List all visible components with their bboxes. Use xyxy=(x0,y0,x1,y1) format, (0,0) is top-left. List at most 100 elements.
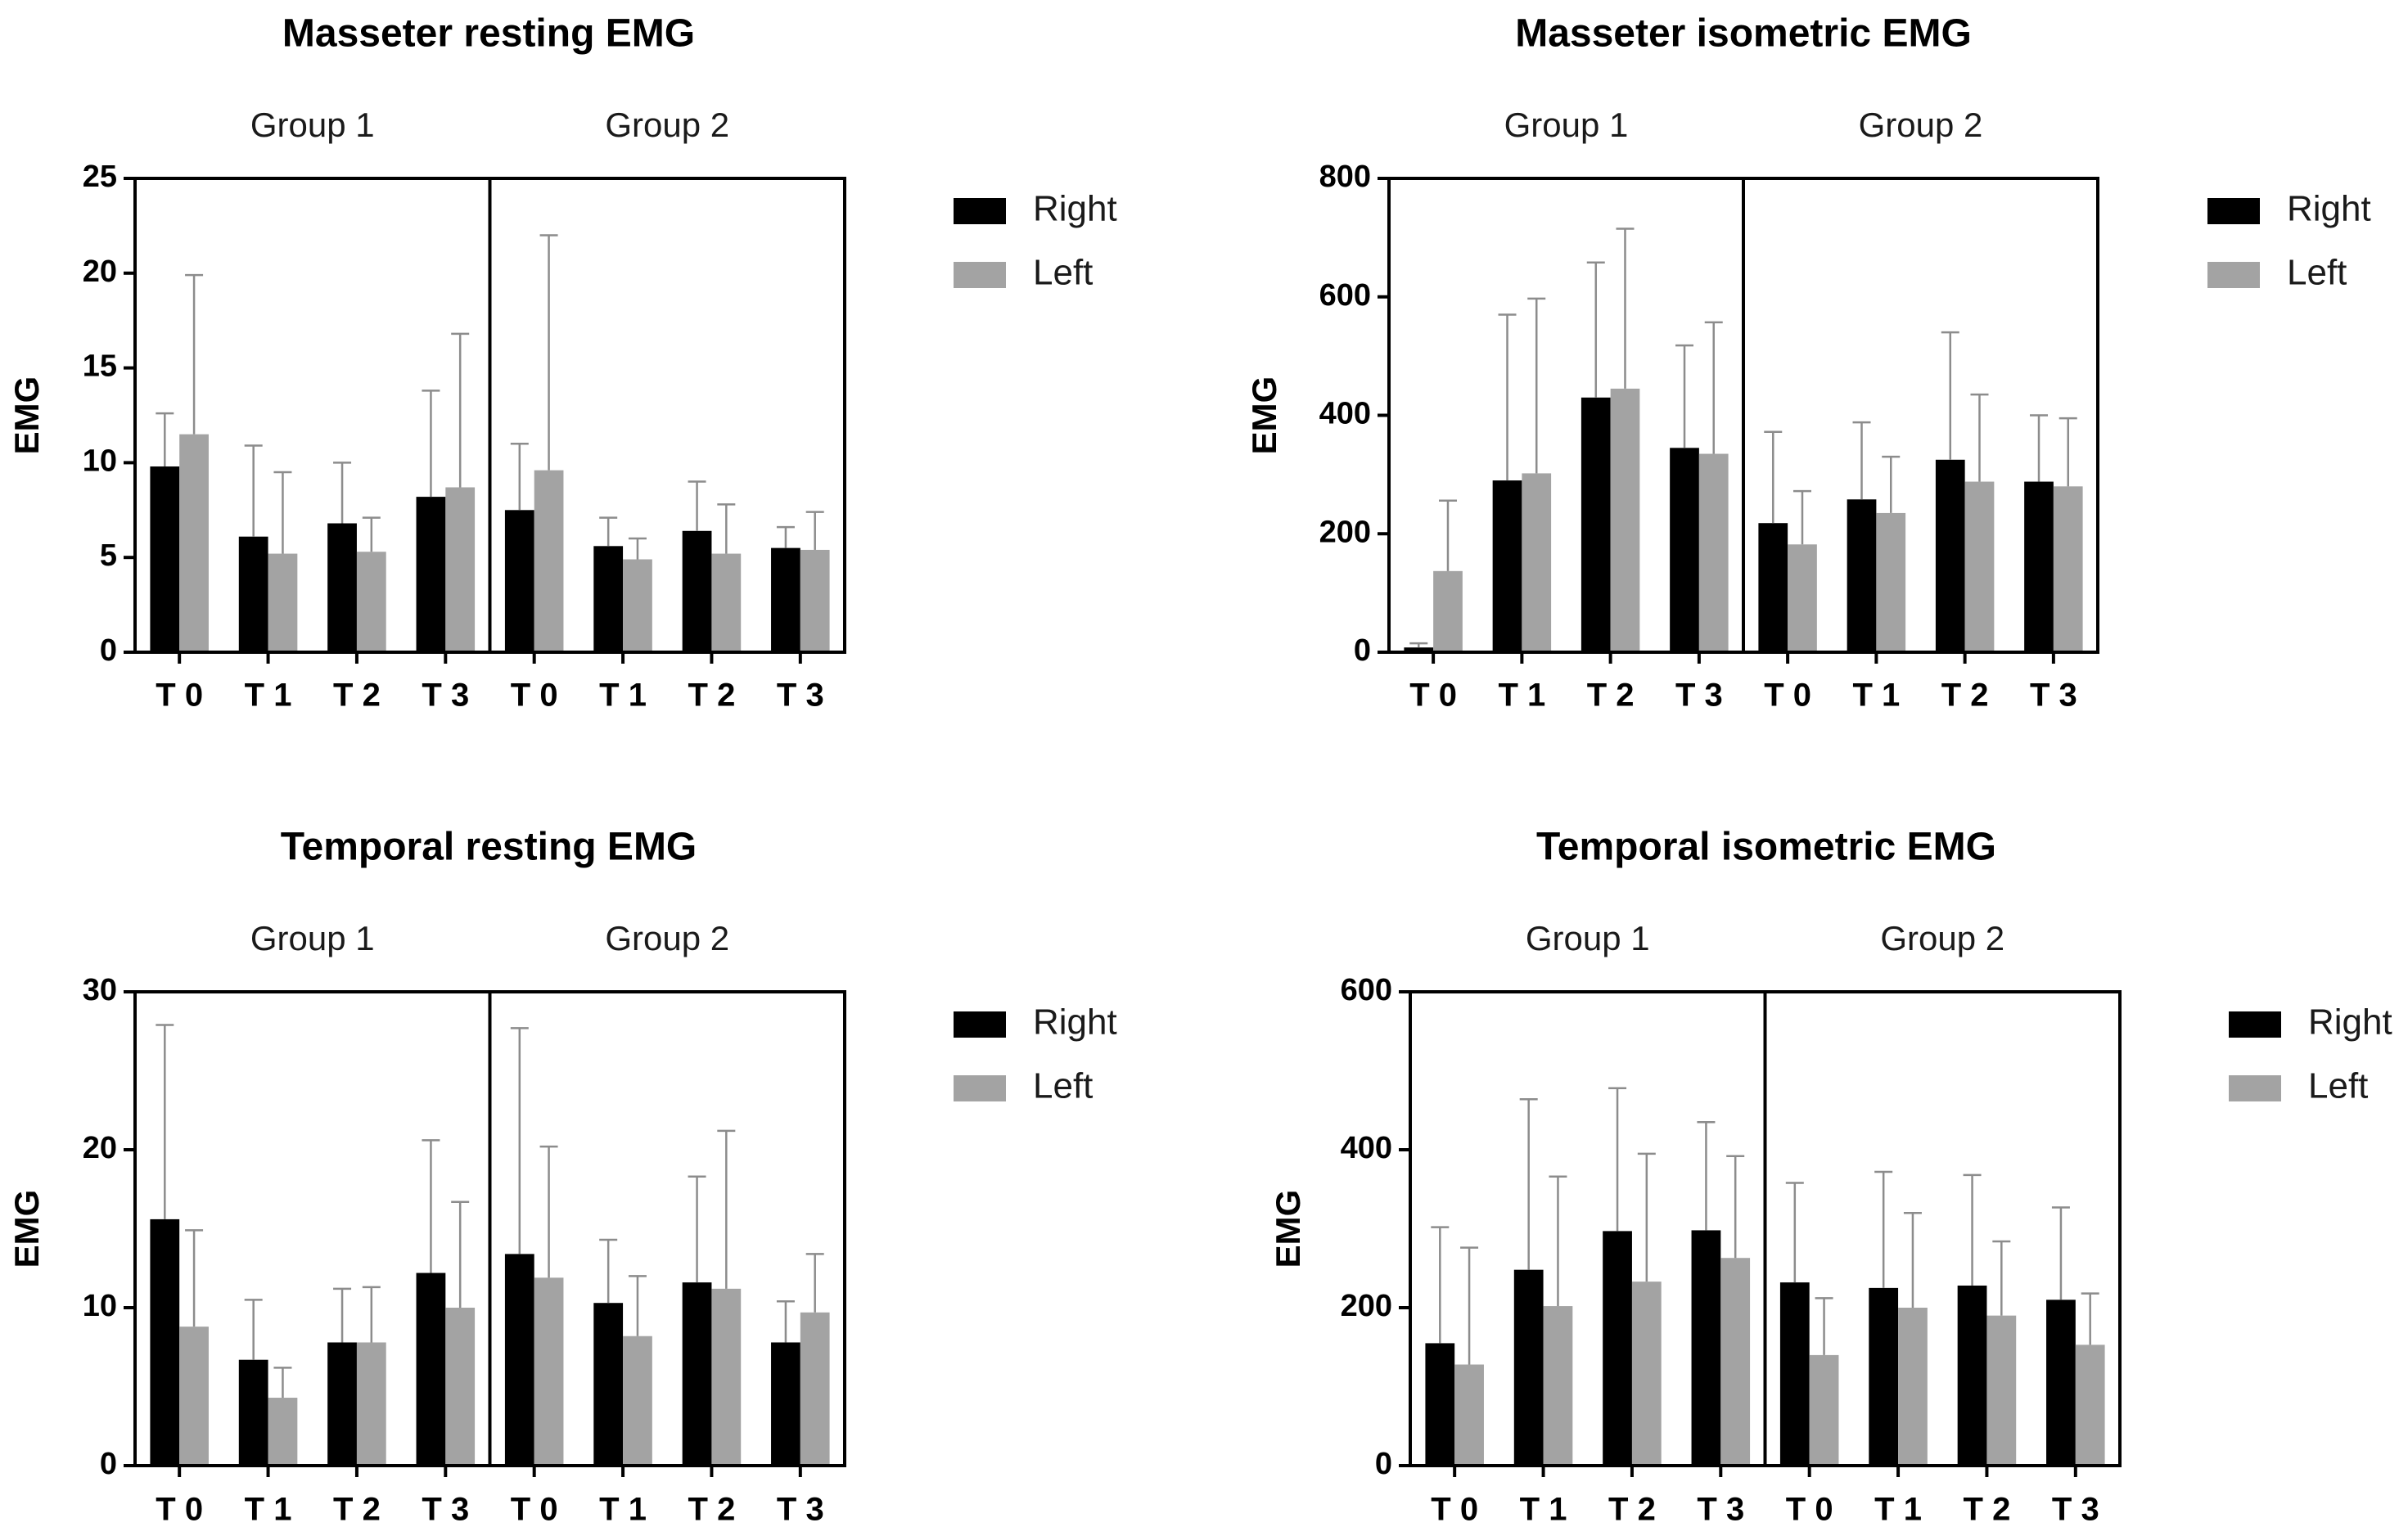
chart-panel: Temporal resting EMG Group 1 Group 2 0 10 20 3… xyxy=(7,826,1117,1528)
bar-right xyxy=(1779,1282,1810,1466)
y-axis-title: EMG xyxy=(1245,376,1283,455)
legend-label-right: Right xyxy=(1033,189,1117,229)
y-tick-label: 20 xyxy=(83,1131,117,1165)
bar-right xyxy=(682,1282,712,1466)
x-tick-label: T 2 xyxy=(1941,678,1989,714)
group-label: Group 2 xyxy=(1859,106,1983,144)
x-tick-label: T 2 xyxy=(333,1492,381,1528)
y-tick-label: 5 xyxy=(100,538,117,573)
bar-right xyxy=(771,1342,800,1466)
legend-label-left: Left xyxy=(1033,253,1093,293)
legend-label-right: Right xyxy=(1033,1002,1117,1043)
legend-label-left: Left xyxy=(2287,253,2347,293)
y-tick-label: 0 xyxy=(100,1447,117,1481)
bar-left xyxy=(1788,544,1817,652)
bar-right xyxy=(327,1342,357,1466)
y-tick-label: 15 xyxy=(83,349,117,384)
bar-right xyxy=(2024,481,2054,652)
x-tick-label: T 0 xyxy=(1764,678,1811,714)
x-tick-label: T 1 xyxy=(599,1492,647,1528)
group-label: Group 2 xyxy=(605,919,729,957)
y-tick-label: 600 xyxy=(1341,973,1392,1007)
chart-title: Temporal resting EMG xyxy=(281,826,697,869)
group-label: Group 1 xyxy=(1504,106,1629,144)
legend-swatch-right xyxy=(2229,1011,2281,1038)
legend-label-right: Right xyxy=(2287,189,2371,229)
bar-left xyxy=(1433,570,1463,652)
bar-right xyxy=(1691,1230,1721,1466)
x-tick-label: T 1 xyxy=(1520,1492,1567,1528)
bar-left xyxy=(1698,453,1729,652)
chart-title: Masseter isometric EMG xyxy=(1515,12,1972,56)
bar-left xyxy=(179,434,209,652)
bar-left xyxy=(356,552,386,652)
bar-right xyxy=(327,523,357,652)
bar-right xyxy=(1758,523,1788,652)
bar-left xyxy=(711,1288,742,1466)
bar-left xyxy=(534,470,564,652)
bar-right xyxy=(1869,1287,1899,1466)
bar-left xyxy=(1543,1306,1573,1466)
legend-label-right: Right xyxy=(2308,1002,2392,1043)
bar-left xyxy=(2053,486,2083,652)
bar-left xyxy=(179,1327,209,1466)
chart-title: Masseter resting EMG xyxy=(282,12,695,56)
bar-right xyxy=(1492,480,1522,652)
x-tick-label: T 1 xyxy=(599,678,647,714)
x-tick-label: T 0 xyxy=(1431,1492,1478,1528)
x-tick-label: T 0 xyxy=(511,678,558,714)
legend-swatch-left xyxy=(954,1075,1006,1101)
group-label: Group 1 xyxy=(250,106,375,144)
chart-panel: Temporal isometric EMG Group 1 Group 2 0 200… xyxy=(1269,826,2392,1528)
bar-right xyxy=(150,1218,180,1466)
y-tick-label: 0 xyxy=(1354,633,1371,668)
bar-left xyxy=(1809,1354,1839,1466)
y-tick-label: 800 xyxy=(1319,160,1371,194)
bar-left xyxy=(2075,1345,2105,1466)
x-tick-label: T 2 xyxy=(1608,1492,1656,1528)
bar-right xyxy=(1935,459,1965,652)
bar-right xyxy=(238,536,268,652)
bar-left xyxy=(1454,1364,1484,1466)
x-tick-label: T 3 xyxy=(2030,678,2077,714)
x-tick-label: T 0 xyxy=(1786,1492,1833,1528)
group-label: Group 2 xyxy=(605,106,729,144)
bar-left xyxy=(800,1312,830,1466)
bar-left xyxy=(1631,1282,1662,1466)
x-tick-label: T 3 xyxy=(777,678,824,714)
legend-label-left: Left xyxy=(1033,1066,1093,1106)
bar-right xyxy=(504,510,534,652)
bar-right xyxy=(1957,1285,1987,1466)
bar-left xyxy=(1898,1308,1928,1466)
x-tick-label: T 1 xyxy=(245,1492,292,1528)
bar-right xyxy=(416,497,446,652)
x-tick-label: T 3 xyxy=(422,678,469,714)
x-tick-label: T 1 xyxy=(245,678,292,714)
x-tick-label: T 1 xyxy=(1498,678,1545,714)
bar-left xyxy=(445,487,476,652)
bar-right xyxy=(593,1303,624,1466)
x-tick-label: T 0 xyxy=(511,1492,558,1528)
y-tick-label: 200 xyxy=(1319,515,1371,549)
bar-left xyxy=(1522,473,1552,652)
y-axis-title: EMG xyxy=(7,1190,46,1268)
group-label: Group 1 xyxy=(1526,919,1650,957)
bar-left xyxy=(445,1308,476,1466)
bar-right xyxy=(1425,1343,1455,1466)
bar-right xyxy=(150,466,180,652)
bar-right xyxy=(2046,1300,2076,1466)
x-tick-label: T 0 xyxy=(1409,678,1457,714)
bar-left xyxy=(1720,1258,1751,1466)
bar-left xyxy=(268,553,298,652)
legend-swatch-right xyxy=(2207,198,2260,224)
bar-right xyxy=(1670,448,1699,652)
x-tick-label: T 1 xyxy=(1852,678,1900,714)
bar-right xyxy=(1581,397,1611,652)
chart-title: Temporal isometric EMG xyxy=(1536,826,1996,869)
x-tick-label: T 1 xyxy=(1874,1492,1922,1528)
bar-right xyxy=(416,1272,446,1466)
legend-swatch-right xyxy=(954,1011,1006,1038)
bar-left xyxy=(623,559,652,652)
bar-left xyxy=(268,1398,298,1466)
y-axis-title: EMG xyxy=(7,376,46,455)
